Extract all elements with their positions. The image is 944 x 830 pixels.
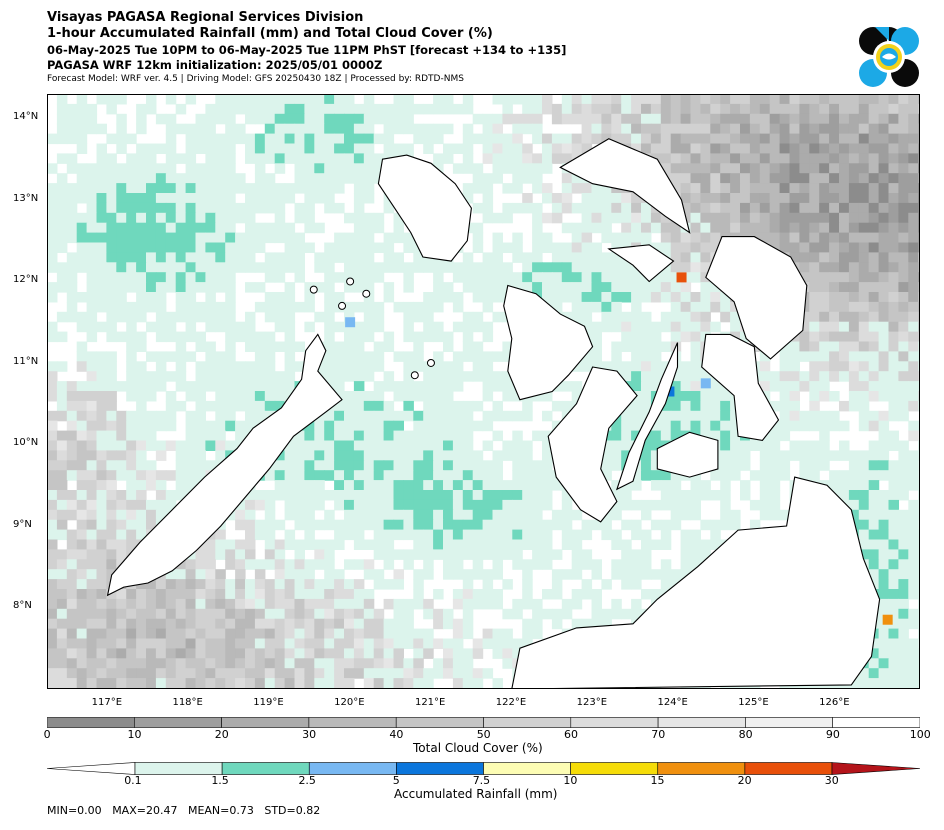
lat-tick-label: 8°N	[13, 600, 32, 612]
cloud-tick-label: 30	[302, 728, 317, 741]
map-title-line2: 1-hour Accumulated Rainfall (mm) and Tot…	[47, 26, 493, 41]
model-info-line: Forecast Model: WRF ver. 4.5 | Driving M…	[47, 74, 464, 84]
island-mindoro	[377, 154, 472, 262]
island-samar	[705, 236, 808, 360]
rain-bin-5	[570, 762, 659, 775]
rain-bin-1	[221, 762, 310, 775]
statistics-line: MIN=0.00 MAX=20.47 MEAN=0.73 STD=0.82	[47, 804, 320, 817]
lon-tick-label: 123°E	[576, 697, 608, 708]
rain-bin-4	[483, 762, 571, 775]
rainfall-colorbar	[47, 762, 920, 775]
lat-tick-label: 11°N	[13, 355, 39, 367]
cloud-tick-label: 50	[476, 728, 491, 741]
island-palawan	[106, 333, 343, 597]
cloud-bin-0	[47, 717, 135, 728]
cloud-tick-label: 80	[738, 728, 753, 741]
rain-tick-label: 2.5	[298, 774, 316, 787]
rainfall-hotspot-5	[345, 317, 356, 328]
cloud-bin-7	[657, 717, 746, 728]
map-title-line1: Visayas PAGASA Regional Services Divisio…	[47, 10, 364, 25]
rain-tick-label: 15	[650, 774, 665, 787]
cloud-bin-4	[395, 717, 484, 728]
lon-tick-label: 117°E	[91, 697, 123, 708]
cloud-bin-9	[832, 717, 920, 728]
initialization-line: PAGASA WRF 12km initialization: 2025/05/…	[47, 58, 383, 72]
cloud-bin-3	[308, 717, 397, 728]
cloud-tick-label: 0	[43, 728, 51, 741]
island-bicol	[559, 138, 691, 234]
lon-tick-label: 119°E	[253, 697, 284, 708]
islet-0	[346, 277, 355, 286]
rain-tick-label: 7.5	[472, 774, 491, 787]
islet-4	[410, 371, 419, 380]
lat-tick-label: 12°N	[13, 274, 39, 286]
lon-tick-label: 121°E	[414, 697, 446, 708]
islet-2	[338, 301, 347, 310]
rain-tick-label: 0.1	[124, 774, 142, 787]
cloud-bin-1	[134, 717, 222, 728]
cloud-tick-label: 70	[651, 728, 666, 741]
island-mindanao	[511, 476, 881, 689]
rain-tick-label: 10	[563, 774, 578, 787]
lon-tick-label: 118°E	[172, 697, 203, 708]
island-negros	[547, 366, 638, 523]
rain-bin-0	[134, 762, 223, 775]
lon-tick-label: 122°E	[495, 697, 527, 708]
rain-tick-label: 1.5	[211, 774, 229, 787]
rain-under-triangle	[47, 762, 136, 775]
pagasa-logo-icon	[859, 27, 919, 87]
island-panay	[503, 284, 594, 401]
rain-bin-6	[657, 762, 746, 775]
cloud-tick-label: 40	[389, 728, 404, 741]
rainfall-hotspot-4	[700, 378, 711, 389]
rain-bin-2	[308, 762, 397, 775]
rain-tick-label: 30	[824, 774, 839, 787]
coastline-layer	[106, 138, 881, 689]
lat-tick-label: 14°N	[13, 111, 39, 123]
map-panel	[47, 94, 920, 689]
lat-tick-label: 13°N	[13, 192, 39, 204]
map-canvas	[47, 94, 920, 689]
valid-time-line: 06-May-2025 Tue 10PM to 06-May-2025 Tue …	[47, 43, 567, 57]
cloud-tick-label: 20	[214, 728, 229, 741]
cloud-bin-2	[221, 717, 310, 728]
rainfall-hotspot-2	[882, 614, 893, 625]
rain-over-triangle	[831, 762, 920, 775]
cloud-colorbar-title: Total Cloud Cover (%)	[413, 741, 543, 755]
islet-1	[362, 289, 371, 298]
cloud-tick-label: 10	[127, 728, 142, 741]
cloud-bin-5	[483, 717, 572, 728]
stat-std: STD=0.82	[264, 804, 321, 817]
islet-3	[426, 358, 435, 367]
island-leyte	[701, 333, 780, 441]
rainfall-hotspot-0	[676, 272, 687, 283]
cloud-bin-8	[745, 717, 834, 728]
lon-tick-label: 120°E	[334, 697, 365, 708]
lat-tick-label: 9°N	[13, 518, 32, 530]
cloud-tick-label: 100	[909, 728, 931, 741]
island-bohol	[656, 431, 719, 478]
lon-tick-label: 126°E	[819, 697, 850, 708]
lat-tick-label: 10°N	[13, 437, 39, 449]
rain-bin-3	[396, 762, 484, 775]
cloud-bin-6	[570, 717, 659, 728]
island-masbate	[607, 244, 675, 283]
island-cebu	[615, 342, 679, 491]
rain-tick-label: 5	[392, 774, 400, 787]
cloud-cover-colorbar	[47, 717, 920, 728]
rain-colorbar-title: Accumulated Rainfall (mm)	[394, 787, 558, 801]
cloud-tick-label: 90	[825, 728, 840, 741]
stat-min: MIN=0.00	[47, 804, 102, 817]
lon-tick-label: 124°E	[657, 697, 688, 708]
lon-tick-label: 125°E	[738, 697, 769, 708]
cloud-tick-label: 60	[564, 728, 578, 741]
stat-mean: MEAN=0.73	[187, 804, 254, 817]
map-frame	[47, 94, 920, 689]
stat-max: MAX=20.47	[112, 804, 178, 817]
islet-5	[309, 285, 318, 294]
rain-bin-7	[744, 762, 833, 775]
rain-tick-label: 20	[737, 774, 752, 787]
